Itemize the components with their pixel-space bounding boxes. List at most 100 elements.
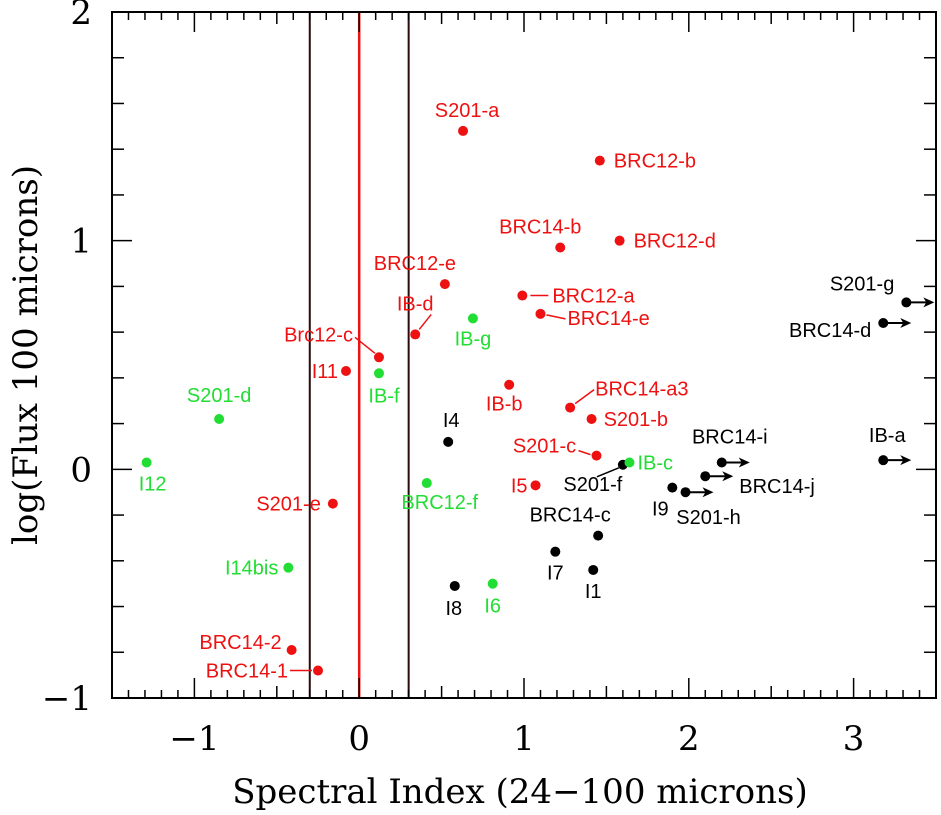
label-ib-g: IB-g xyxy=(455,328,492,350)
label-brc14-1: BRC14-1 xyxy=(206,661,288,683)
point-i6 xyxy=(487,578,498,589)
label-s201-g: S201-g xyxy=(830,273,895,295)
y-tick-label: −1 xyxy=(42,679,92,719)
label-ib-d: IB-d xyxy=(397,293,434,315)
y-tick-label: 2 xyxy=(70,0,92,33)
label-ib-c: IB-c xyxy=(637,452,673,474)
label-i8: I8 xyxy=(445,598,462,620)
limit-arrowhead-s201-g xyxy=(923,297,935,308)
label-i9: I9 xyxy=(652,499,669,521)
label-ib-a: IB-a xyxy=(869,425,907,447)
point-brc12-c xyxy=(373,352,384,363)
point-ib-f xyxy=(373,368,384,379)
point-brc14-b xyxy=(555,242,566,253)
limit-arrowhead-ib-a xyxy=(900,455,912,466)
point-i9 xyxy=(667,482,678,493)
label-s201-c: S201-c xyxy=(513,436,576,458)
vertical-lines xyxy=(308,12,410,698)
point-ib-c xyxy=(624,457,635,468)
label-s201-f: S201-f xyxy=(563,474,622,496)
label-brc14-e: BRC14-e xyxy=(567,308,649,330)
label-brc14-b: BRC14-b xyxy=(499,217,581,239)
point-brc12-b xyxy=(594,155,605,166)
point-s201-d xyxy=(214,414,225,425)
axis-ticks xyxy=(111,11,937,699)
point-brc14-2 xyxy=(286,644,297,655)
x-tick-label: 2 xyxy=(678,719,700,759)
point-i7 xyxy=(550,546,561,557)
leader-brc14-a3 xyxy=(574,388,595,405)
point-s201-a xyxy=(458,125,469,136)
point-i1 xyxy=(588,564,599,575)
data-points xyxy=(141,125,935,676)
point-brc14-c xyxy=(593,530,604,541)
label-brc12-f: BRC12-f xyxy=(401,492,478,514)
label-s201-d: S201-d xyxy=(187,385,252,407)
x-tick-label: −1 xyxy=(169,719,219,759)
point-s201-c xyxy=(591,450,602,461)
label-i14bis: I14bis xyxy=(225,558,278,580)
label-brc14-2: BRC14-2 xyxy=(199,632,281,654)
y-axis-title: log(Flux 100 microns) xyxy=(6,165,46,545)
leader-brc14-e xyxy=(546,314,566,320)
label-brc12-a: BRC12-a xyxy=(552,286,635,308)
label-brc14-i: BRC14-i xyxy=(692,426,768,448)
label-brc14-a3: BRC14-a3 xyxy=(595,379,688,401)
label-brc14-j: BRC14-j xyxy=(739,476,815,498)
leader-brc12-c xyxy=(354,336,376,354)
point-ib-d xyxy=(410,329,421,340)
label-ib-b: IB-b xyxy=(486,394,523,416)
label-brc14-d: BRC14-d xyxy=(789,320,871,342)
leader-s201-f xyxy=(596,467,620,478)
point-i4 xyxy=(443,436,454,447)
x-tick-label: 0 xyxy=(348,719,370,759)
point-i14bis xyxy=(283,562,294,573)
label-brc12-e: BRC12-e xyxy=(374,253,456,275)
label-i7: I7 xyxy=(547,563,564,585)
x-tick-label: 3 xyxy=(843,719,865,759)
limit-arrowhead-s201-h xyxy=(702,487,714,498)
y-tick-label: 1 xyxy=(70,222,92,262)
plot-frame xyxy=(111,11,937,699)
point-brc14-a3 xyxy=(565,402,576,413)
label-brc12-c: Brc12-c xyxy=(284,324,353,346)
point-brc12-d xyxy=(614,235,625,246)
label-brc12-b: BRC12-b xyxy=(614,151,696,173)
point-brc12-f xyxy=(421,478,432,489)
y-tick-label: 0 xyxy=(70,450,92,490)
label-brc14-c: BRC14-c xyxy=(530,505,611,527)
label-ib-f: IB-f xyxy=(368,385,400,407)
label-i12: I12 xyxy=(139,473,167,495)
label-i6: I6 xyxy=(484,596,501,618)
point-i12 xyxy=(141,457,152,468)
label-s201-a: S201-a xyxy=(435,100,500,122)
label-s201-h: S201-h xyxy=(676,507,741,529)
point-brc14-1 xyxy=(313,665,323,676)
x-axis-title: Spectral Index (24−100 microns) xyxy=(232,772,808,812)
label-leaders xyxy=(290,294,620,672)
leader-s201-c xyxy=(578,449,591,456)
label-s201-e: S201-e xyxy=(256,494,321,516)
point-brc12-e xyxy=(439,279,450,290)
tick-labels: −1 0 1 2 3 −1 0 1 2 xyxy=(42,0,865,759)
label-i4: I4 xyxy=(443,410,460,432)
label-i1: I1 xyxy=(585,581,602,603)
point-brc14-e xyxy=(535,308,546,319)
point-s201-b xyxy=(586,414,597,425)
limit-arrowhead-brc14-d xyxy=(900,317,912,328)
point-i5 xyxy=(530,480,541,491)
point-i11 xyxy=(341,366,352,377)
label-brc12-d: BRC12-d xyxy=(634,231,716,253)
label-i11: I11 xyxy=(312,361,338,383)
point-ib-b xyxy=(504,379,515,390)
x-tick-label: 1 xyxy=(513,719,535,759)
point-brc12-a xyxy=(517,290,528,301)
label-s201-b: S201-b xyxy=(604,409,669,431)
point-s201-e xyxy=(327,498,338,509)
point-ib-g xyxy=(467,313,478,324)
leader-ib-d xyxy=(418,313,432,330)
limit-arrowhead-brc14-j xyxy=(722,471,734,482)
point-i8 xyxy=(449,580,460,591)
limit-arrowhead-brc14-i xyxy=(738,457,750,468)
